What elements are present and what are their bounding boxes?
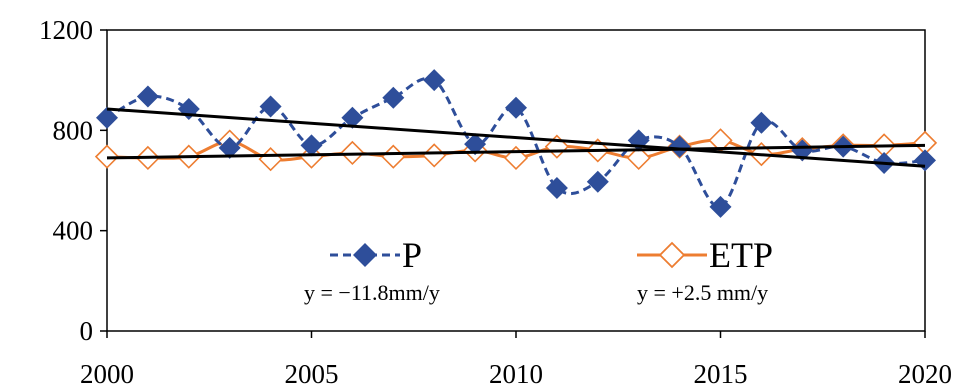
legend: P y = −11.8mm/y ETP y = +2.5 mm/y <box>304 235 773 305</box>
x-tick-label: 2020 <box>898 359 952 387</box>
data-point-p <box>586 170 609 193</box>
data-point-p <box>341 106 364 129</box>
trend-line-p <box>106 107 926 168</box>
data-point-p <box>259 95 282 118</box>
data-point-p <box>668 135 691 158</box>
y-tick-label: 400 <box>53 216 94 246</box>
y-tick-label: 800 <box>53 115 94 145</box>
data-point-etp <box>626 145 651 171</box>
series-layer <box>94 69 938 218</box>
x-tick-label: 2010 <box>489 359 543 387</box>
trend-label-p: y = −11.8mm/y <box>304 280 440 305</box>
x-tick-label: 2000 <box>80 359 134 387</box>
data-point-p <box>136 85 159 108</box>
y-tick-label: 1200 <box>39 15 93 45</box>
trend-label-etp: y = +2.5 mm/y <box>637 280 768 305</box>
y-tick-label: 0 <box>80 316 94 346</box>
data-point-etp <box>422 143 447 168</box>
legend-entry-p: P y = −11.8mm/y <box>304 235 440 305</box>
data-point-p <box>545 177 568 200</box>
legend-swatch-p-marker <box>353 243 377 267</box>
trend-line-etp <box>106 143 926 160</box>
y-axis-ticks: 0 400 800 1200 <box>39 15 107 346</box>
legend-label-p: P <box>402 235 422 275</box>
data-point-p <box>750 111 773 134</box>
data-point-etp <box>381 144 406 169</box>
data-point-p <box>709 195 732 218</box>
data-point-p <box>96 106 118 129</box>
x-axis-ticks: 2000 2005 2010 2015 2020 <box>80 331 952 387</box>
series-p <box>96 69 936 218</box>
trend-layer <box>106 107 926 168</box>
data-point-etp <box>258 147 283 172</box>
legend-entry-etp: ETP y = +2.5 mm/y <box>637 235 773 305</box>
data-point-p <box>505 96 527 119</box>
data-point-p <box>300 134 323 157</box>
plot-area <box>106 29 926 332</box>
legend-label-etp: ETP <box>709 235 773 275</box>
data-point-p <box>914 149 936 172</box>
legend-swatch-etp-marker <box>658 241 686 269</box>
x-tick-label: 2005 <box>285 359 339 387</box>
data-point-p <box>382 86 405 109</box>
data-point-p <box>218 136 241 159</box>
data-point-p <box>464 133 487 156</box>
data-point-etp <box>299 144 324 169</box>
data-point-p <box>423 69 446 92</box>
x-tick-label: 2015 <box>694 359 748 387</box>
